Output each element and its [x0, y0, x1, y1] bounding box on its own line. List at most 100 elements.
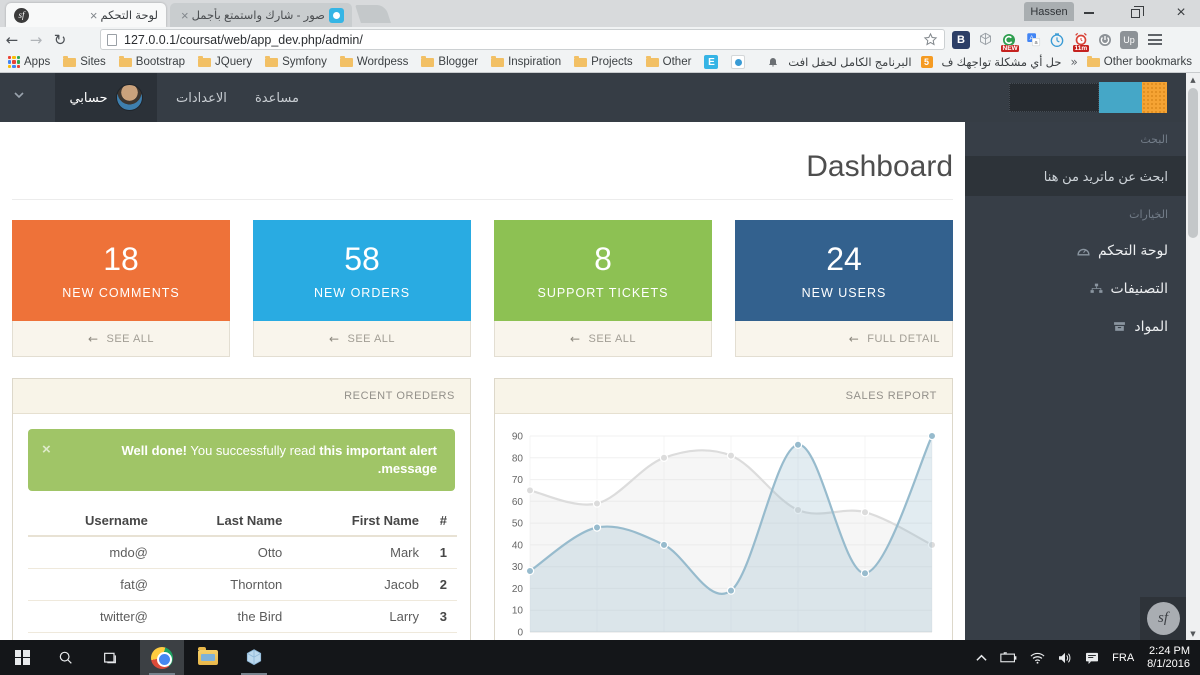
cell-firstname: Jacob [292, 569, 429, 601]
col-username: Username [28, 506, 158, 536]
timer-icon[interactable] [1048, 31, 1066, 49]
tab-photos[interactable]: × صور - شارك واستمتع بأجمل [170, 3, 352, 27]
col-number: # [429, 506, 457, 536]
blue-favicon-icon[interactable] [731, 55, 745, 69]
stat-value: 18 [103, 242, 139, 276]
tab-dashboard[interactable]: sf × لوحة التحكم [6, 3, 166, 27]
account-menu[interactable]: حسابي [55, 73, 157, 122]
full-detail-label: FULL DETAIL [867, 333, 940, 345]
scroll-down-icon[interactable]: ▼ [1186, 627, 1200, 640]
taskbar-cube-app-button[interactable] [232, 640, 276, 675]
nav-settings-link[interactable]: الاعدادات [176, 73, 227, 122]
bookmark-arabic-program[interactable]: البرنامج الكامل لحفل افت [788, 55, 911, 69]
alert-bold-tail: this important alert message. [319, 443, 437, 476]
bookmark-projects[interactable]: Projects [574, 56, 633, 68]
taskbar-explorer-button[interactable] [186, 640, 230, 675]
sidebar-item-label: لوحة التحكم [1098, 242, 1168, 259]
taskbar-clock[interactable]: 2:24 PM8/1/2016 [1147, 645, 1190, 671]
bookmark-inspiration[interactable]: Inspiration [491, 56, 561, 68]
svg-text:90: 90 [512, 432, 524, 443]
see-all-link[interactable]: ←SEE ALL [253, 321, 471, 357]
bookmarks-overflow-icon[interactable]: » [1070, 55, 1077, 69]
page-scrollbar[interactable]: ▲ ▼ [1186, 73, 1200, 640]
stat-card-body: 24 NEW USERS [735, 220, 953, 321]
five-favicon-badge[interactable]: 5 [921, 56, 933, 68]
bookmark-arabic-solve[interactable]: حل أي مشكلة تواجهك ف [942, 55, 1062, 69]
minimize-button[interactable] [1072, 0, 1106, 26]
bookmark-sites[interactable]: Sites [63, 56, 106, 68]
scrollbar-thumb[interactable] [1188, 88, 1198, 238]
task-view-button[interactable] [88, 640, 132, 675]
navbar-action-button[interactable] [1142, 82, 1167, 113]
power-icon[interactable] [1096, 31, 1114, 49]
chrome-menu-icon[interactable] [1148, 34, 1162, 45]
start-button[interactable] [0, 640, 44, 675]
sidebar-item-dashboard[interactable]: لوحة التحكم [965, 234, 1186, 266]
wifi-icon[interactable] [1030, 652, 1045, 664]
bookmark-other[interactable]: Other [646, 56, 692, 68]
tab-close-icon[interactable]: × [87, 9, 101, 22]
sidebar-item-materials[interactable]: المواد [965, 310, 1186, 342]
volume-icon[interactable] [1058, 652, 1072, 664]
refresh-icon[interactable]: ↻ [48, 31, 72, 49]
tab-title: لوحة التحكم [100, 8, 158, 22]
tray-chevron-up-icon[interactable] [976, 654, 987, 662]
symfony-debug-toolbar[interactable]: sf [1140, 597, 1186, 640]
bookmark-bootstrap[interactable]: Bootstrap [119, 56, 185, 68]
forward-icon[interactable]: → [24, 31, 48, 49]
scroll-up-icon[interactable]: ▲ [1186, 73, 1200, 86]
url-text[interactable]: 127.0.0.1/coursat/web/app_dev.php/admin/ [124, 33, 363, 47]
windows-logo-icon [15, 650, 30, 665]
new-tab-button[interactable] [355, 5, 391, 23]
bookmark-symfony[interactable]: Symfony [265, 56, 327, 68]
taskbar-search-button[interactable] [44, 640, 88, 675]
alert-close-icon[interactable]: × [42, 441, 51, 459]
language-indicator[interactable]: FRA [1112, 652, 1134, 664]
nav-help-link[interactable]: مساعدة [255, 73, 299, 122]
close-window-button[interactable]: × [1164, 0, 1198, 26]
full-detail-link[interactable]: ←FULL DETAIL [735, 321, 953, 357]
bookmark-blogger[interactable]: Blogger [421, 56, 478, 68]
extension-cube-icon[interactable] [976, 31, 994, 49]
cell-username: mdo@ [28, 536, 158, 569]
restore-button[interactable] [1118, 0, 1152, 26]
see-all-link[interactable]: ←SEE ALL [12, 321, 230, 357]
stat-label: NEW USERS [802, 286, 887, 300]
action-center-icon[interactable] [1085, 652, 1099, 664]
e-favicon-icon[interactable]: E [704, 55, 718, 69]
left-arrow-icon: ← [570, 332, 581, 346]
taskbar-chrome-button[interactable] [140, 640, 184, 675]
tab-close-icon[interactable]: × [178, 9, 192, 22]
bookmark-wordpess[interactable]: Wordpess [340, 56, 409, 68]
alarm-icon[interactable]: 11m [1072, 31, 1090, 49]
other-bookmarks-button[interactable]: Other bookmarks [1087, 56, 1192, 68]
symfony-logo-icon: sf [1147, 602, 1180, 635]
sidebar-item-categories[interactable]: التصنيفات [965, 272, 1186, 304]
extension-checker-icon[interactable]: NEW [1000, 31, 1018, 49]
translate-icon[interactable]: Aa [1024, 31, 1042, 49]
extension-b-icon[interactable]: B [952, 31, 970, 49]
bookmark-label: Bootstrap [136, 56, 185, 68]
folder-icon [198, 58, 211, 67]
profile-name-button[interactable]: Hassen [1024, 2, 1074, 21]
bookmark-star-icon[interactable] [923, 32, 938, 47]
navbar-search-button[interactable] [1099, 82, 1142, 113]
bookmark-jquery[interactable]: JQuery [198, 56, 252, 68]
table-row: twitter@ the Bird Larry 3 [28, 601, 457, 633]
see-all-link[interactable]: ←SEE ALL [494, 321, 712, 357]
updraft-icon[interactable]: Up [1120, 31, 1138, 49]
bookmark-apps[interactable]: Apps [8, 56, 50, 68]
search-icon [58, 650, 74, 666]
sidebar-item-label: التصنيفات [1111, 280, 1169, 297]
battery-icon[interactable] [1000, 652, 1017, 663]
svg-text:10: 10 [512, 606, 524, 617]
bell-favicon-icon[interactable] [767, 56, 779, 69]
cell-lastname: the Bird [158, 601, 292, 633]
address-bar[interactable]: 127.0.0.1/coursat/web/app_dev.php/admin/ [100, 29, 945, 50]
navbar-search-input[interactable] [1009, 83, 1099, 112]
chevron-down-icon[interactable] [14, 92, 24, 99]
main-content: Dashboard 18 NEW COMMENTS ←SEE ALL 58 NE… [0, 122, 965, 640]
sidebar-search-input[interactable] [965, 156, 1186, 196]
back-icon[interactable]: ← [0, 31, 24, 49]
svg-text:40: 40 [512, 540, 524, 551]
